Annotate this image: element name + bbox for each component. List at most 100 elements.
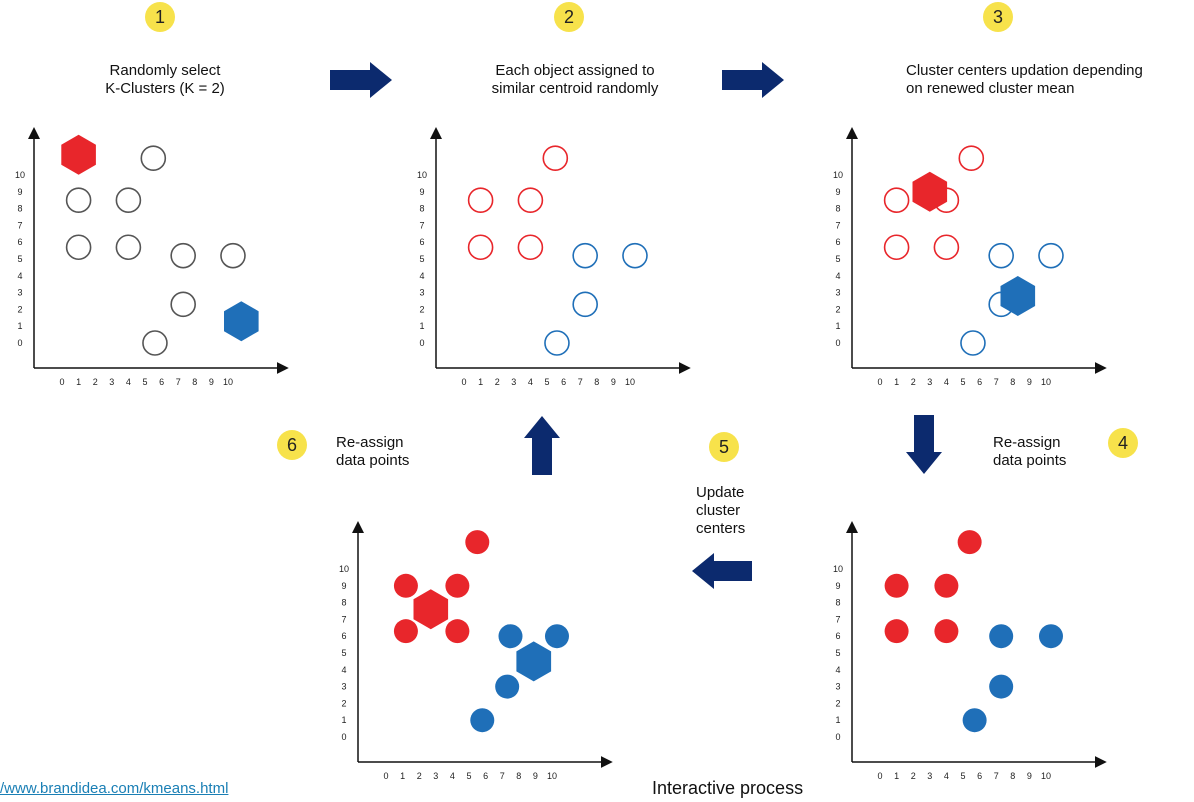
- x-tick-label: 2: [911, 771, 916, 781]
- x-tick-label: 5: [142, 377, 147, 387]
- x-tick-label: 1: [76, 377, 81, 387]
- data-point-blue-filled: [544, 624, 569, 649]
- data-point-red-filled: [393, 573, 418, 598]
- data-point-red-filled: [884, 619, 909, 644]
- data-point-blue-filled: [495, 674, 520, 699]
- step-1-caption: Randomly select K-Clusters (K = 2): [60, 62, 270, 98]
- y-tick-label: 10: [833, 170, 843, 180]
- x-tick-label: 3: [433, 771, 438, 781]
- y-tick-label: 3: [341, 682, 346, 692]
- x-tick-label: 7: [176, 377, 181, 387]
- y-tick-label: 9: [835, 187, 840, 197]
- step-1-badge: 1: [145, 2, 175, 32]
- y-tick-label: 1: [341, 715, 346, 725]
- x-tick-label: 8: [516, 771, 521, 781]
- x-tick-label: 5: [960, 771, 965, 781]
- y-tick-label: 5: [835, 648, 840, 658]
- data-point-red-filled: [445, 573, 470, 598]
- x-tick-label: 4: [944, 771, 949, 781]
- y-tick-label: 8: [419, 204, 424, 214]
- plot-step-2: 0 1 2 3 4 5 6 7 8 9 10 0 1 2 3 4 5 6 7 8 9 10: [417, 127, 691, 387]
- x-tick-label: 1: [400, 771, 405, 781]
- y-tick-label: 9: [341, 581, 346, 591]
- x-tick-label: 3: [511, 377, 516, 387]
- y-tick-label: 8: [17, 204, 22, 214]
- step-4-badge: 4: [1108, 428, 1138, 458]
- data-point-red-open: [883, 187, 910, 213]
- data-point-blue-open: [988, 242, 1014, 269]
- plot-step-4: 0 1 2 3 4 5 6 7 8 9 10 0 1 2 3 4 5 6 7 8 9 10: [833, 521, 1107, 781]
- y-tick-label: 0: [419, 338, 424, 348]
- y-tick-label: 3: [835, 682, 840, 692]
- y-tick-label: 0: [835, 732, 840, 742]
- data-point-blue-filled: [1038, 624, 1063, 649]
- y-tick-label: 7: [17, 220, 22, 230]
- data-point-blue-open: [622, 242, 648, 269]
- x-tick-label: 9: [1027, 771, 1032, 781]
- data-point-red-filled: [934, 573, 959, 598]
- x-tick-label: 0: [877, 771, 882, 781]
- step-3-caption: Cluster centers updation depending on re…: [906, 62, 1192, 98]
- x-tick-label: 10: [1041, 771, 1051, 781]
- flow-arrow-down: [906, 415, 942, 474]
- plot-step-6: 0 1 2 3 4 5 6 7 8 9 10 0 1 2 3 4 5 6 7 8 9 10: [339, 521, 613, 781]
- x-tick-label: 7: [994, 771, 999, 781]
- x-tick-label: 9: [533, 771, 538, 781]
- y-tick-label: 4: [341, 665, 346, 675]
- step-6-caption-line1: Re-assign: [336, 434, 404, 451]
- x-tick-label: 8: [192, 377, 197, 387]
- step-3-caption-line2: on renewed cluster mean: [906, 80, 1075, 97]
- x-tick-label: 7: [500, 771, 505, 781]
- x-tick-label: 0: [461, 377, 466, 387]
- x-tick-label: 9: [209, 377, 214, 387]
- y-tick-label: 7: [341, 614, 346, 624]
- step-4-caption-line1: Re-assign: [993, 434, 1061, 451]
- data-point-blue-open: [572, 242, 598, 269]
- data-point-blue-open: [1038, 242, 1064, 269]
- x-tick-label: 3: [109, 377, 114, 387]
- x-tick-label: 6: [159, 377, 164, 387]
- y-tick-label: 3: [17, 288, 22, 298]
- data-point-blue-open: [544, 330, 570, 356]
- x-tick-label: 4: [944, 377, 949, 387]
- y-tick-label: 5: [835, 254, 840, 264]
- data-point-red-open: [517, 187, 544, 213]
- x-tick-label: 6: [561, 377, 566, 387]
- x-tick-label: 8: [1010, 377, 1015, 387]
- step-4-caption: Re-assign data points: [993, 434, 1103, 470]
- y-tick-label: 9: [419, 187, 424, 197]
- y-tick-label: 7: [835, 614, 840, 624]
- data-point-gray-open: [65, 187, 92, 213]
- step-2-caption-line2: similar centroid randomly: [491, 80, 659, 97]
- y-tick-label: 8: [341, 598, 346, 608]
- data-point-red-open: [958, 145, 985, 171]
- y-tick-label: 0: [835, 338, 840, 348]
- y-tick-label: 10: [15, 170, 25, 180]
- footer-title: Interactive process: [652, 778, 804, 798]
- data-point-red-open: [883, 234, 910, 261]
- centroid-blue: [1000, 276, 1036, 316]
- y-tick-label: 5: [419, 254, 424, 264]
- x-tick-label: 2: [495, 377, 500, 387]
- data-point-red-filled: [884, 573, 909, 598]
- step-1-caption-line1: Randomly select: [109, 62, 221, 79]
- step-3-caption-line1: Cluster centers updation depending: [906, 62, 1143, 79]
- step-5-caption-line3: centers: [696, 520, 746, 537]
- step-5-caption: Update cluster centers: [696, 484, 786, 538]
- x-tick-label: 5: [960, 377, 965, 387]
- plot-step-1: 0 1 2 3 4 5 6 7 8 9 10 0 1 2 3 4 5 6 7 8 9 10: [15, 127, 289, 387]
- x-tick-label: 0: [383, 771, 388, 781]
- data-point-gray-open: [140, 145, 167, 171]
- x-tick-label: 1: [894, 771, 899, 781]
- data-point-gray-open: [170, 291, 196, 318]
- x-tick-label: 6: [977, 771, 982, 781]
- x-tick-label: 9: [611, 377, 616, 387]
- centroid-red: [61, 134, 96, 175]
- flow-arrow-right-2: [722, 62, 784, 98]
- source-link[interactable]: /www.brandidea.com/kmeans.html: [0, 780, 229, 797]
- x-tick-label: 6: [483, 771, 488, 781]
- y-tick-label: 1: [835, 715, 840, 725]
- x-tick-label: 4: [450, 771, 455, 781]
- data-point-gray-open: [115, 187, 142, 213]
